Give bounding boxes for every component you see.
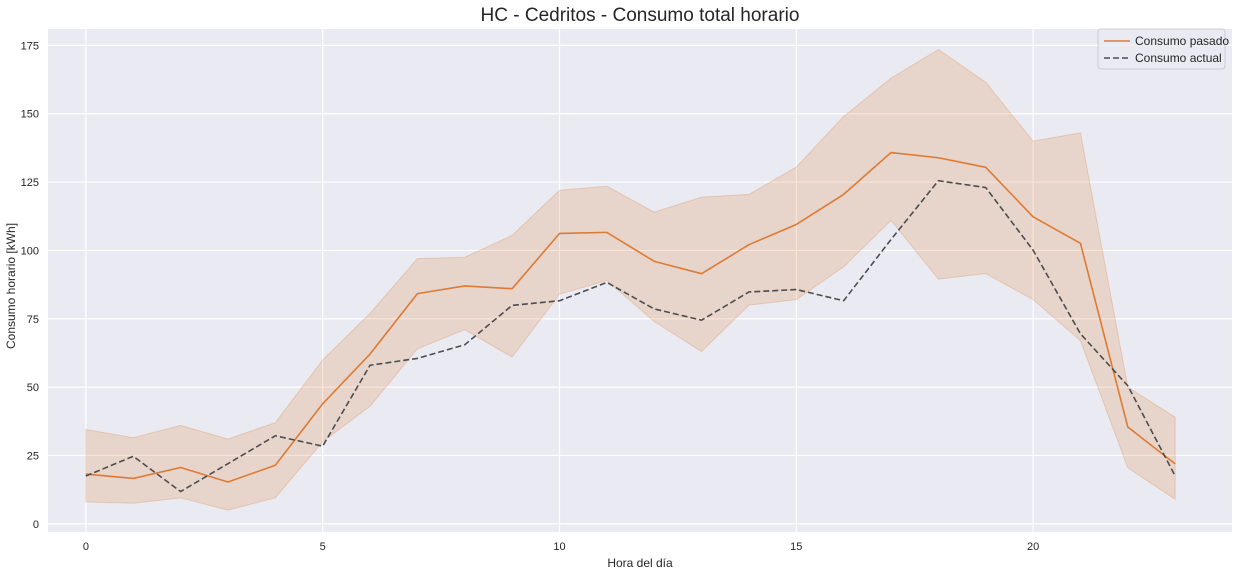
data-point — [889, 150, 894, 155]
data-point — [604, 280, 609, 285]
x-tick-label: 0 — [83, 541, 89, 553]
x-axis-label: Hora del día — [607, 556, 673, 570]
x-tick-label: 15 — [790, 541, 802, 553]
data-point — [983, 185, 988, 190]
data-point — [510, 303, 515, 308]
data-point — [273, 433, 278, 438]
data-point — [320, 444, 325, 449]
data-point — [699, 271, 704, 276]
data-point — [746, 242, 751, 247]
series-line-consumo-actual — [85, 179, 1176, 493]
data-point — [1031, 214, 1036, 219]
data-point — [225, 479, 230, 484]
data-point — [557, 298, 562, 303]
data-point — [415, 356, 420, 361]
data-point — [604, 230, 609, 235]
y-tick-label: 150 — [21, 109, 39, 121]
data-point — [462, 283, 467, 288]
data-point — [1173, 461, 1178, 466]
x-tick-label: 10 — [553, 541, 565, 553]
data-point — [178, 489, 183, 494]
data-point — [1078, 331, 1083, 336]
data-point — [983, 165, 988, 170]
data-point — [131, 454, 136, 459]
data-point — [557, 231, 562, 236]
data-point — [652, 306, 657, 311]
data-point — [510, 286, 515, 291]
y-tick-label: 125 — [21, 177, 39, 189]
series-layer — [83, 48, 1178, 511]
data-point — [889, 237, 894, 242]
y-axis-label: Consumo horario [kWh] — [4, 223, 18, 349]
y-tick-label: 50 — [27, 382, 39, 394]
legend-label-consumo-actual: Consumo actual — [1135, 51, 1222, 65]
y-tick-label: 100 — [21, 245, 39, 257]
plot-background — [48, 29, 1232, 532]
series-line-consumo-pasado — [85, 151, 1176, 483]
data-point — [1031, 248, 1036, 253]
x-tick-label: 5 — [320, 541, 326, 553]
data-point — [746, 289, 751, 294]
y-tick-label: 0 — [33, 519, 39, 531]
legend-label-consumo-pasado: Consumo pasado — [1135, 34, 1229, 48]
y-tick-label: 25 — [27, 450, 39, 462]
y-tick-label: 75 — [27, 314, 39, 326]
legend: Consumo pasado Consumo actual — [1097, 28, 1229, 70]
data-point — [652, 259, 657, 264]
legend-box — [1097, 28, 1226, 70]
data-point — [131, 476, 136, 481]
data-point — [368, 352, 373, 357]
data-point — [1125, 425, 1130, 430]
data-point — [936, 178, 941, 183]
data-point — [178, 465, 183, 470]
data-point — [841, 298, 846, 303]
data-point — [320, 401, 325, 406]
data-point — [462, 342, 467, 347]
data-point — [841, 192, 846, 197]
data-point — [225, 461, 230, 466]
x-tick-label: 20 — [1027, 541, 1039, 553]
data-point — [368, 363, 373, 368]
y-tick-label: 175 — [21, 40, 39, 52]
data-point — [1078, 241, 1083, 246]
data-point — [794, 222, 799, 227]
data-point — [415, 291, 420, 296]
chart-title: HC - Cedritos - Consumo total horario — [481, 5, 800, 26]
data-point — [1173, 473, 1178, 478]
data-point — [699, 318, 704, 323]
data-point — [273, 463, 278, 468]
data-point — [83, 473, 88, 478]
consumo-pasado-confidence-band — [85, 48, 1176, 511]
tick-labels: 0 5 10 15 20 0 25 50 75 100 125 150 175 — [21, 40, 1040, 553]
data-point — [936, 155, 941, 160]
data-point — [1125, 383, 1130, 388]
data-point — [794, 287, 799, 292]
grid — [48, 29, 1232, 532]
